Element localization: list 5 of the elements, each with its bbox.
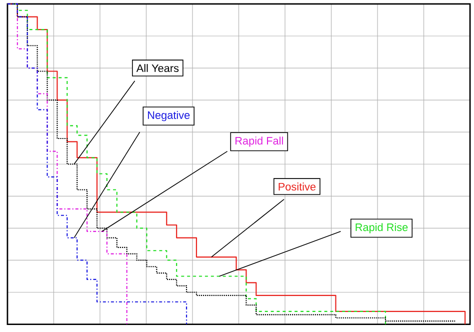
text: Positive xyxy=(278,182,316,191)
text: Negative xyxy=(148,111,190,122)
text: Rapid Fall xyxy=(236,136,283,147)
text: Rapid Rise xyxy=(356,223,408,234)
text: All Years xyxy=(136,64,179,72)
